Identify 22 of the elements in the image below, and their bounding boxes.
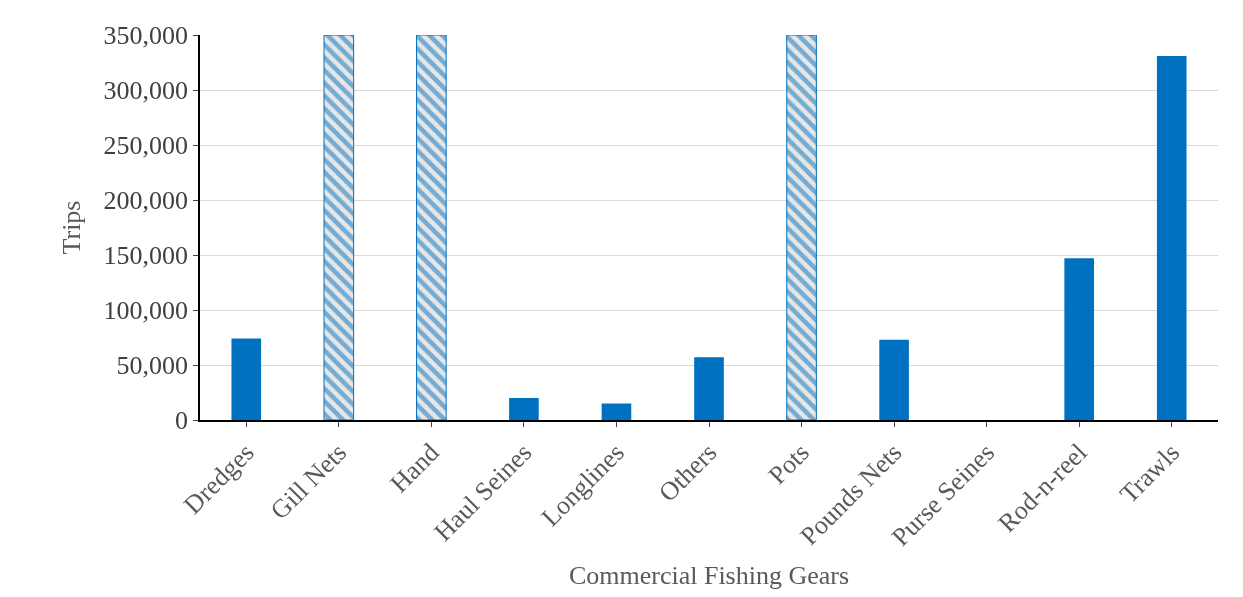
bar bbox=[323, 35, 355, 420]
bar bbox=[601, 403, 632, 420]
x-axis-title: Commercial Fishing Gears bbox=[568, 561, 850, 591]
bar bbox=[879, 339, 909, 420]
y-tick-label: 300,000 bbox=[103, 76, 189, 106]
x-tick-label: Gill Nets bbox=[264, 437, 353, 526]
y-tick-label: 200,000 bbox=[103, 186, 189, 216]
bar bbox=[1156, 55, 1187, 420]
y-tick-label: 250,000 bbox=[103, 131, 189, 161]
y-tick-label: 0 bbox=[175, 406, 189, 436]
x-tick-label: Pots bbox=[762, 437, 815, 491]
bar bbox=[1064, 258, 1094, 420]
bar bbox=[509, 398, 539, 420]
bar bbox=[231, 338, 262, 420]
bar bbox=[786, 35, 817, 420]
y-tick-label: 350,000 bbox=[103, 21, 189, 51]
y-tick-label: 150,000 bbox=[103, 241, 189, 271]
y-axis-title: Trips bbox=[57, 200, 87, 255]
y-tick-label: 50,000 bbox=[116, 351, 189, 381]
y-tick-label: 100,000 bbox=[103, 296, 189, 326]
bar bbox=[694, 357, 724, 420]
bar bbox=[416, 35, 447, 420]
